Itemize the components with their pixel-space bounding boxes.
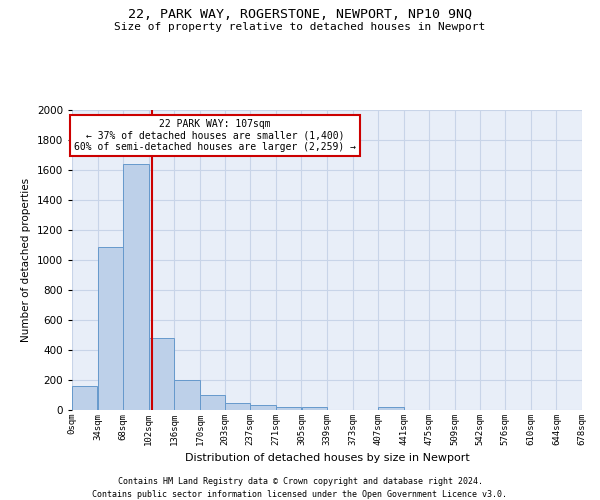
- Text: Contains public sector information licensed under the Open Government Licence v3: Contains public sector information licen…: [92, 490, 508, 499]
- Bar: [175, 380, 200, 410]
- Text: 22, PARK WAY, ROGERSTONE, NEWPORT, NP10 9NQ: 22, PARK WAY, ROGERSTONE, NEWPORT, NP10 …: [128, 8, 472, 20]
- Bar: [302, 407, 327, 410]
- Bar: [250, 405, 275, 410]
- Text: 22 PARK WAY: 107sqm
← 37% of detached houses are smaller (1,400)
60% of semi-det: 22 PARK WAY: 107sqm ← 37% of detached ho…: [74, 119, 356, 152]
- Text: Contains HM Land Registry data © Crown copyright and database right 2024.: Contains HM Land Registry data © Crown c…: [118, 478, 482, 486]
- Bar: [225, 403, 250, 410]
- Bar: [72, 386, 97, 410]
- Bar: [149, 338, 174, 410]
- Text: Size of property relative to detached houses in Newport: Size of property relative to detached ho…: [115, 22, 485, 32]
- Bar: [124, 164, 149, 410]
- X-axis label: Distribution of detached houses by size in Newport: Distribution of detached houses by size …: [185, 454, 469, 464]
- Bar: [200, 395, 225, 410]
- Bar: [379, 407, 404, 410]
- Y-axis label: Number of detached properties: Number of detached properties: [21, 178, 31, 342]
- Bar: [98, 246, 123, 410]
- Bar: [276, 407, 301, 410]
